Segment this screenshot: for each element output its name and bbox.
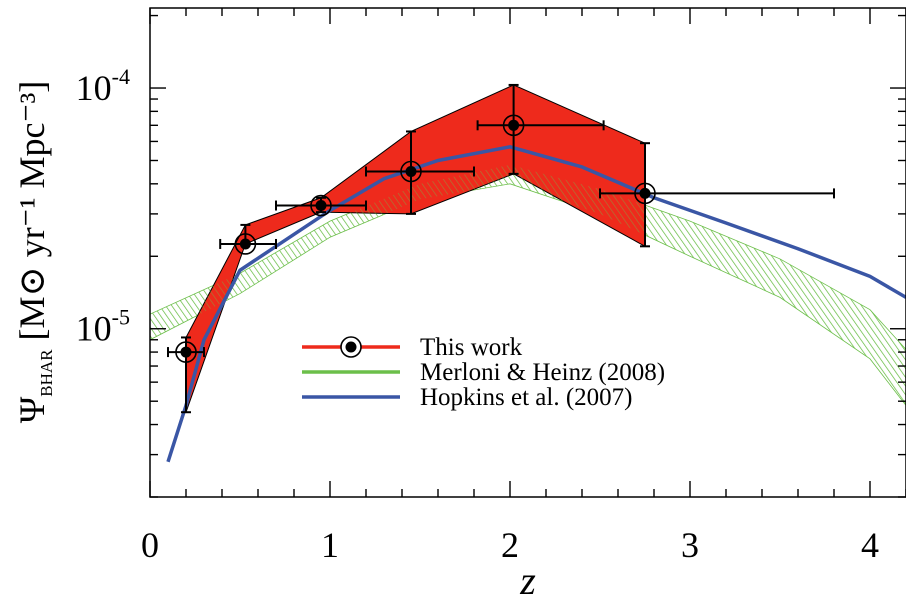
- legend-entry-0: This work: [302, 334, 523, 361]
- x-axis-label: z: [519, 558, 536, 598]
- y-tick-label: 10-5: [76, 305, 130, 349]
- data-point-5: [599, 142, 835, 248]
- x-tick-label: 0: [141, 525, 159, 565]
- marker-dot: [239, 238, 251, 250]
- x-tick-label: 4: [861, 525, 879, 565]
- legend-entry-2: Hopkins et al. (2007): [302, 384, 632, 411]
- y-tick-label: 10-4: [76, 64, 130, 108]
- legend-entry-1: Merloni & Heinz (2008): [302, 359, 665, 386]
- marker-ring: [502, 114, 525, 137]
- x-tick-label: 1: [321, 525, 339, 565]
- data-point-2: [275, 194, 367, 217]
- legend-label: Merloni & Heinz (2008): [420, 359, 665, 386]
- axis-labels: z ΨBHAR [M⊙ yr⁻¹ Mpc⁻³]: [12, 81, 536, 598]
- marker-ring: [634, 182, 656, 205]
- y-axis-label: ΨBHAR [M⊙ yr⁻¹ Mpc⁻³]: [12, 81, 56, 424]
- data-point-0: [167, 336, 205, 414]
- axes: 0 1 2 3 4 10-5 10-4: [76, 7, 906, 565]
- plot-frame: [149, 7, 906, 498]
- marker-dot: [315, 200, 327, 212]
- hopkins-line: [166, 145, 906, 463]
- data-point-3: [365, 130, 475, 215]
- marker-ring: [234, 233, 257, 255]
- marker-ring: [175, 341, 197, 363]
- marker-ring: [310, 194, 332, 217]
- legend-label: This work: [420, 334, 523, 361]
- data-point-4: [476, 83, 605, 175]
- merloni-heinz-band-overlay: [150, 164, 906, 406]
- y-axis-label-text: ΨBHAR [M⊙ yr⁻¹ Mpc⁻³]: [12, 81, 56, 424]
- legend-marker-dot: [345, 341, 357, 353]
- marker-dot: [508, 119, 520, 131]
- marker-ring: [400, 160, 422, 183]
- plot-area: [150, 83, 906, 463]
- x-tick-label: 3: [681, 525, 699, 565]
- legend-label: Hopkins et al. (2007): [420, 384, 632, 411]
- data-point-1: [219, 223, 277, 255]
- marker-dot: [405, 166, 417, 178]
- x-tick-label: 2: [501, 525, 519, 565]
- marker-dot: [180, 346, 192, 358]
- marker-dot: [639, 187, 651, 199]
